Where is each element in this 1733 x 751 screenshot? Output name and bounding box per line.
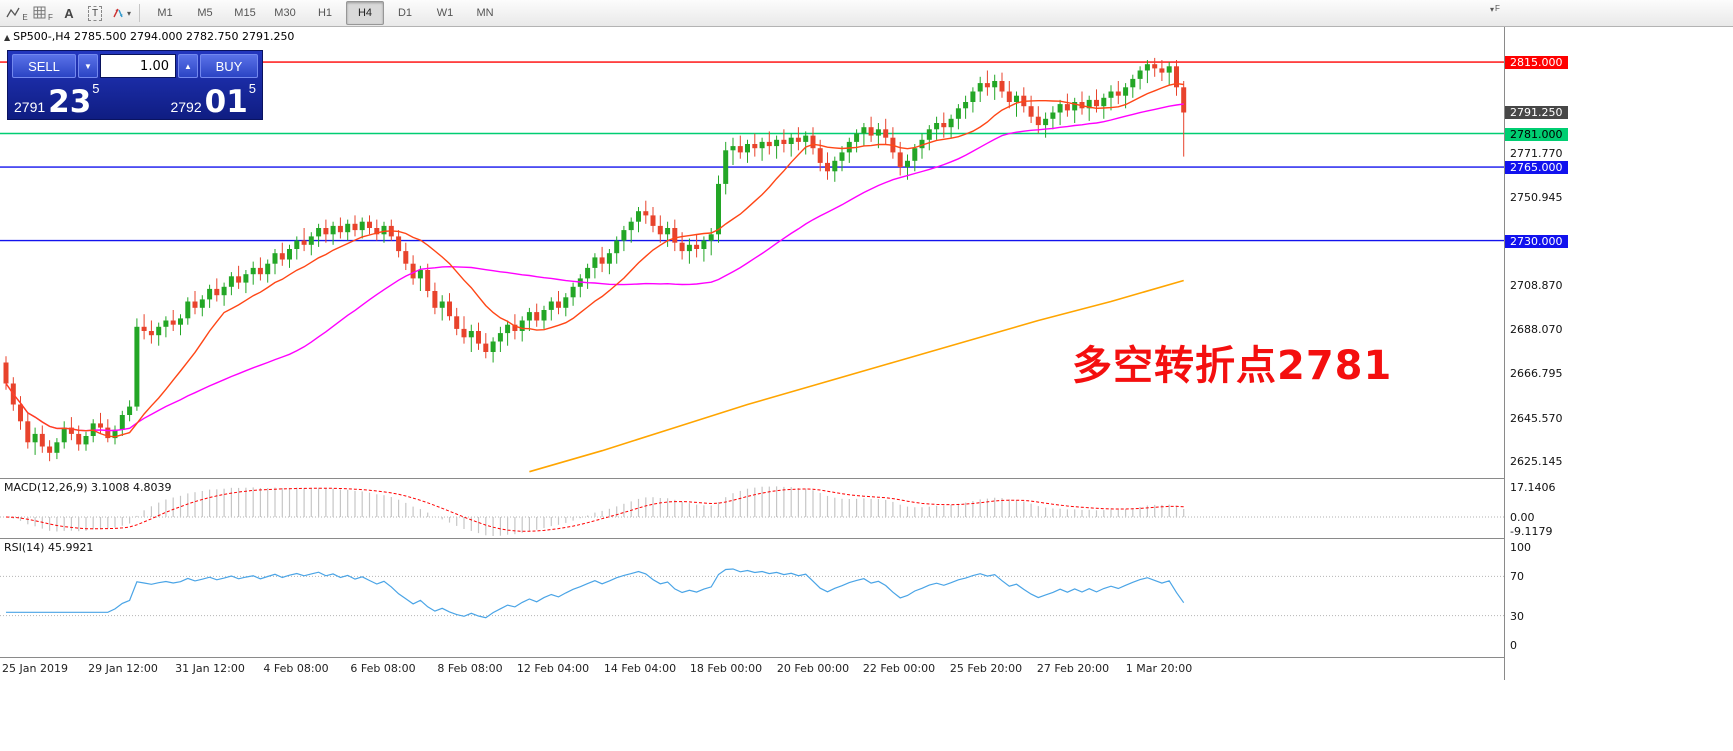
price-axis-label: 30 xyxy=(1510,610,1524,623)
right-empty-area xyxy=(1569,27,1733,751)
icon-sub-label: E xyxy=(22,13,28,22)
timeframe-group: M1 M5 M15 M30 H1 H4 D1 W1 MN xyxy=(145,1,505,25)
symbol-ohlc-text: SP500-,H4 2785.500 2794.000 2782.750 279… xyxy=(13,30,295,43)
time-axis-label: 27 Feb 20:00 xyxy=(1036,662,1110,675)
time-axis-label: 8 Feb 08:00 xyxy=(437,662,503,675)
timeframe-button-m5[interactable]: M5 xyxy=(197,7,213,19)
main-price-chart[interactable]: ▲ SP500-,H4 2785.500 2794.000 2782.750 27… xyxy=(0,27,1504,478)
price-axis-label: 2815.000 xyxy=(1505,56,1568,69)
timeframe-button-m30[interactable]: M30 xyxy=(274,7,296,19)
time-axis-label: 25 Feb 20:00 xyxy=(949,662,1023,675)
macd-indicator-panel[interactable]: MACD(12,26,9) 3.1008 4.8039 xyxy=(0,479,1504,538)
price-axis-label: 2765.000 xyxy=(1505,161,1568,174)
time-axis-label: 25 Jan 2019 xyxy=(2,662,68,675)
chart-window: ▲ SP500-,H4 2785.500 2794.000 2782.750 27… xyxy=(0,27,1733,751)
time-axis-label: 18 Feb 00:00 xyxy=(689,662,763,675)
timeframe-button-w1[interactable]: W1 xyxy=(436,7,454,19)
buy-price-display: 2792 01 5 xyxy=(170,81,256,120)
line-studies-icon[interactable]: E xyxy=(5,1,29,25)
time-axis-label: 12 Feb 04:00 xyxy=(516,662,590,675)
price-axis[interactable]: 2815.000 2791.250 2781.000 2771.770 2765.000… xyxy=(1504,27,1568,680)
price-axis-label: 2730.000 xyxy=(1505,235,1568,248)
timeframe-button-h4[interactable]: H4 xyxy=(346,1,384,25)
macd-chart[interactable] xyxy=(0,479,1504,538)
volume-caret-up-icon[interactable]: ▲ xyxy=(178,54,198,78)
price-axis-label: 0.00 xyxy=(1510,511,1535,524)
macd-label: MACD(12,26,9) 3.1008 4.8039 xyxy=(4,481,172,494)
rsi-indicator-panel[interactable]: RSI(14) 45.9921 xyxy=(0,539,1504,657)
chevron-down-icon: ▾ xyxy=(126,8,131,18)
volume-input[interactable] xyxy=(100,54,176,78)
time-axis-label: 14 Feb 04:00 xyxy=(603,662,677,675)
dock-icon[interactable]: ▾ F xyxy=(1490,4,1500,14)
timeframe-button-h1[interactable]: H1 xyxy=(317,7,333,19)
time-axis-label: 1 Mar 20:00 xyxy=(1125,662,1193,675)
volume-caret-down-icon[interactable]: ▼ xyxy=(78,54,98,78)
top-toolbar: E F A T ▾ M1 M5 M15 M30 H1 H4 D1 W1 MN ▾ F xyxy=(0,0,1733,27)
time-axis-label: 29 Jan 12:00 xyxy=(88,662,158,675)
rsi-label: RSI(14) 45.9921 xyxy=(4,541,94,554)
candlestick-chart[interactable] xyxy=(0,27,1504,478)
price-axis-label: 2750.945 xyxy=(1510,191,1563,204)
icon-sub-label: F xyxy=(48,13,53,22)
chinese-annotation-text: 多空转折点2781 xyxy=(1072,343,1393,389)
sell-price-display: 2791 23 5 xyxy=(14,81,100,120)
text-annotation-icon[interactable]: A xyxy=(64,5,74,21)
price-axis-label: 2781.000 xyxy=(1505,128,1568,141)
timeframe-button-mn[interactable]: MN xyxy=(476,7,494,19)
price-axis-label: 2645.570 xyxy=(1510,412,1563,425)
price-axis-label: 2791.250 xyxy=(1505,106,1568,119)
price-axis-label: 2688.070 xyxy=(1510,323,1563,336)
time-axis-label: 4 Feb 08:00 xyxy=(263,662,329,675)
text-label-icon[interactable]: T xyxy=(83,1,107,25)
price-axis-label: 2666.795 xyxy=(1510,367,1563,380)
bottom-empty-area xyxy=(0,680,1569,751)
time-axis-label: 22 Feb 00:00 xyxy=(862,662,936,675)
timeframe-button-m1[interactable]: M1 xyxy=(157,7,173,19)
panel-divider[interactable] xyxy=(0,657,1504,658)
chart-symbol-header: ▲ SP500-,H4 2785.500 2794.000 2782.750 27… xyxy=(4,30,294,43)
time-axis-label: 20 Feb 00:00 xyxy=(776,662,850,675)
collapse-icon[interactable]: ▲ xyxy=(4,33,11,42)
grid-icon[interactable]: F xyxy=(31,1,55,25)
price-axis-label: 70 xyxy=(1510,570,1524,583)
toolbar-separator xyxy=(139,4,140,22)
panel-divider[interactable] xyxy=(0,538,1504,539)
panel-divider[interactable] xyxy=(0,478,1504,479)
time-axis-label: 6 Feb 08:00 xyxy=(350,662,416,675)
sell-button[interactable]: SELL xyxy=(12,54,76,78)
price-axis-label: 100 xyxy=(1510,541,1531,554)
arrow-tools-icon[interactable]: ▾ xyxy=(109,1,133,25)
timeframe-button-d1[interactable]: D1 xyxy=(397,7,413,19)
buy-button[interactable]: BUY xyxy=(200,54,258,78)
rsi-chart[interactable] xyxy=(0,539,1504,657)
timeframe-button-m15[interactable]: M15 xyxy=(234,7,256,19)
price-axis-label: 17.1406 xyxy=(1510,481,1556,494)
price-axis-label: 0 xyxy=(1510,639,1517,652)
price-axis-label: -9.1179 xyxy=(1510,525,1553,538)
chart-panels: ▲ SP500-,H4 2785.500 2794.000 2782.750 27… xyxy=(0,27,1504,680)
price-axis-label: 2708.870 xyxy=(1510,279,1563,292)
price-axis-label: 2625.145 xyxy=(1510,455,1563,468)
time-axis[interactable]: 25 Jan 2019 29 Jan 12:00 31 Jan 12:00 4 Feb… xyxy=(0,658,1504,680)
time-axis-label: 31 Jan 12:00 xyxy=(175,662,245,675)
price-axis-label: 2771.770 xyxy=(1510,147,1563,160)
